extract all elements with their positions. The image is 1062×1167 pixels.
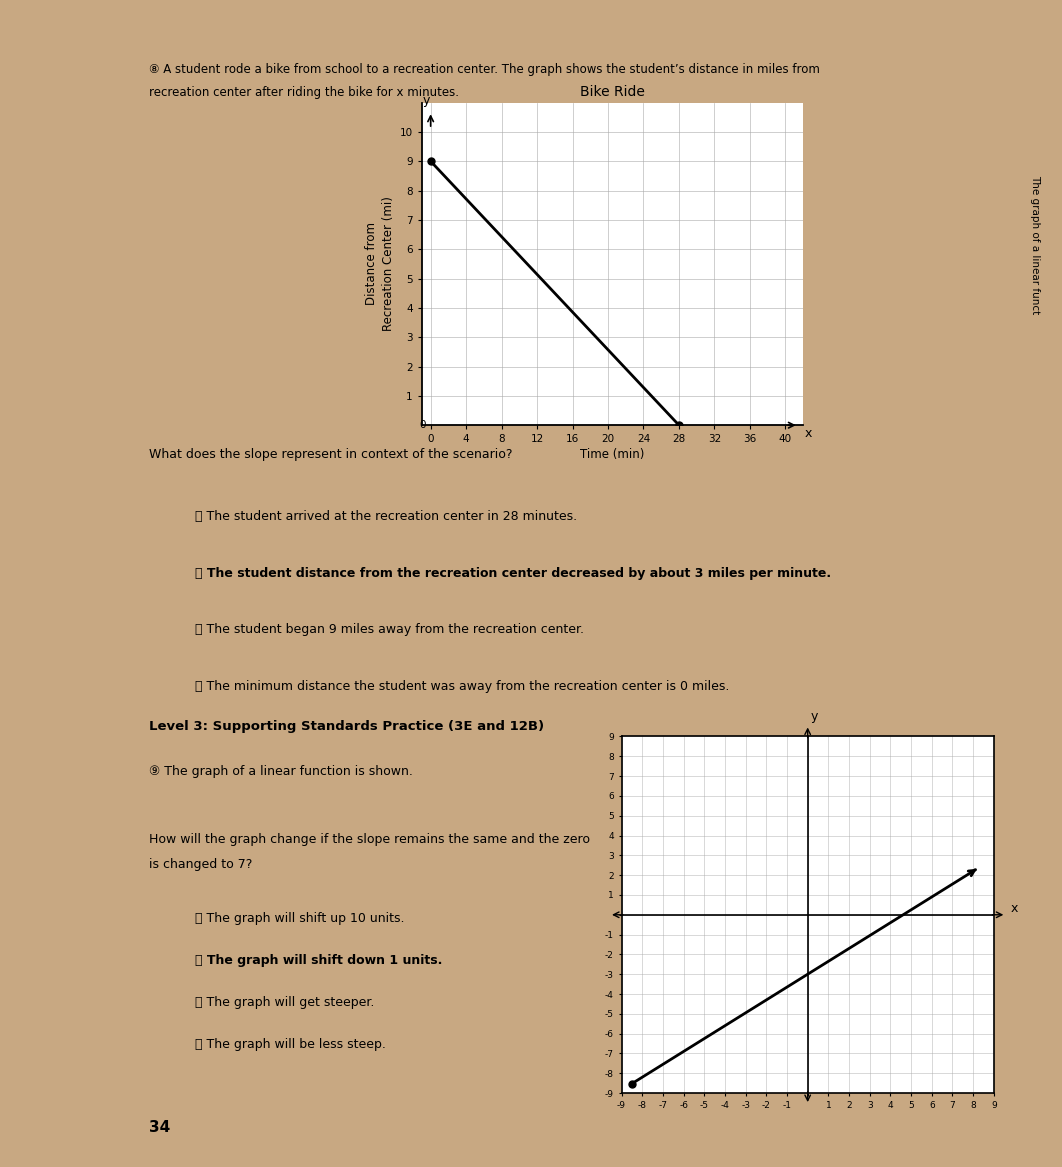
Text: ⑨ The graph of a linear function is shown.: ⑨ The graph of a linear function is show…: [150, 764, 413, 777]
X-axis label: Time (min): Time (min): [580, 448, 645, 461]
Text: 34: 34: [150, 1120, 171, 1135]
Text: Ⓓ The minimum distance the student was away from the recreation center is 0 mile: Ⓓ The minimum distance the student was a…: [194, 680, 730, 693]
Text: Ⓓ The graph will be less steep.: Ⓓ The graph will be less steep.: [194, 1037, 386, 1050]
Text: y: y: [423, 95, 430, 107]
Text: Ⓐ The student arrived at the recreation center in 28 minutes.: Ⓐ The student arrived at the recreation …: [194, 510, 577, 523]
Text: recreation center after riding the bike for x minutes.: recreation center after riding the bike …: [150, 85, 460, 98]
Title: Bike Ride: Bike Ride: [580, 85, 645, 99]
Text: ⑧ A student rode a bike from school to a recreation center. The graph shows the : ⑧ A student rode a bike from school to a…: [150, 63, 820, 76]
Y-axis label: Distance from
Recreation Center (mi): Distance from Recreation Center (mi): [365, 196, 395, 331]
Text: Level 3: Supporting Standards Practice (3E and 12B): Level 3: Supporting Standards Practice (…: [150, 720, 545, 733]
Text: x: x: [805, 427, 812, 440]
Text: y: y: [810, 710, 818, 722]
Text: Ⓐ The graph will shift up 10 units.: Ⓐ The graph will shift up 10 units.: [194, 911, 405, 925]
Text: 0: 0: [419, 420, 426, 431]
Text: Ⓒ The student began 9 miles away from the recreation center.: Ⓒ The student began 9 miles away from th…: [194, 623, 584, 636]
Text: How will the graph change if the slope remains the same and the zero: How will the graph change if the slope r…: [150, 833, 590, 846]
Text: is changed to 7?: is changed to 7?: [150, 858, 253, 871]
Text: What does the slope represent in context of the scenario?: What does the slope represent in context…: [150, 448, 513, 461]
Text: x: x: [1010, 902, 1017, 915]
Text: Ⓑ The student distance from the recreation center decreased by about 3 miles per: Ⓑ The student distance from the recreati…: [194, 567, 830, 580]
Text: The graph of a linear funct: The graph of a linear funct: [1030, 175, 1041, 315]
Text: Ⓒ The graph will get steeper.: Ⓒ The graph will get steeper.: [194, 995, 374, 1008]
Text: Ⓑ The graph will shift down 1 units.: Ⓑ The graph will shift down 1 units.: [194, 953, 442, 966]
